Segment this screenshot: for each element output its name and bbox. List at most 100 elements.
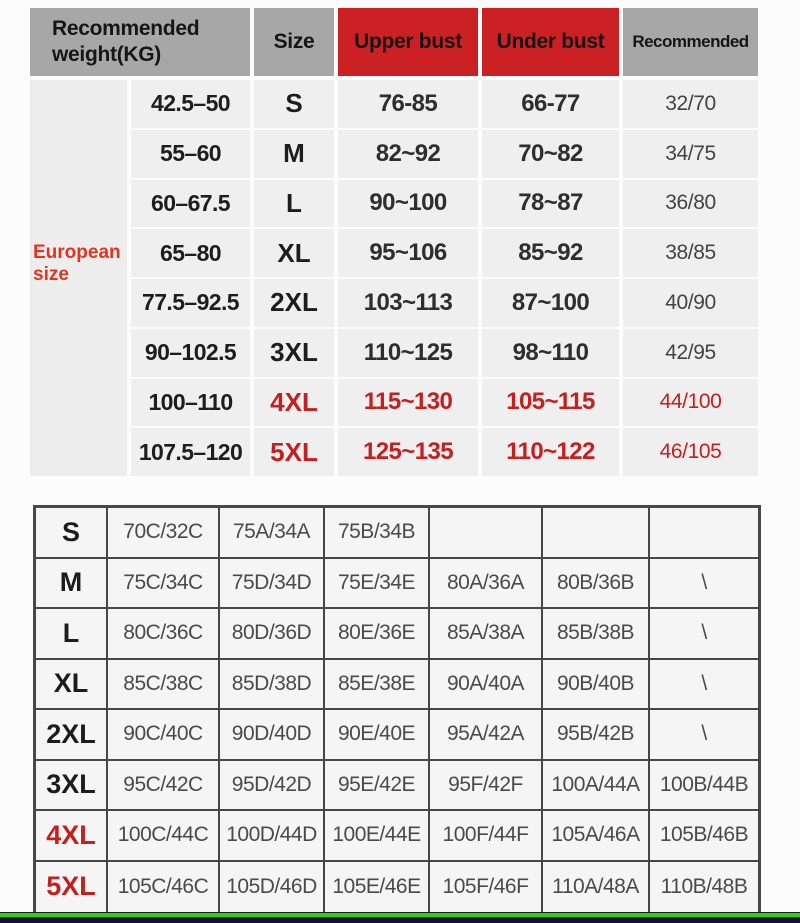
weight-cell: 77.5–92.5 <box>131 279 250 327</box>
upper-bust-cell: 103~113 <box>338 279 478 327</box>
european-size-label: European size <box>30 80 127 476</box>
upper-bust-cell: 115~130 <box>338 378 478 427</box>
cup-size-cell: 105B/46B <box>650 811 758 862</box>
footer-strip <box>0 912 800 923</box>
under-bust-cell: 66-77 <box>482 80 619 128</box>
cup-size-cell: 90E/40E <box>325 710 430 761</box>
under-bust-cell: 78~87 <box>482 179 619 228</box>
cup-size-cell: 85C/38C <box>108 659 220 710</box>
cup-size-cell: 75E/34E <box>325 558 430 609</box>
cup-size-cell: 105F/46F <box>430 861 543 912</box>
header-under-bust: Under bust <box>482 8 619 76</box>
weight-cell: 60–67.5 <box>131 179 250 228</box>
cup-size-cell: 75C/34C <box>108 558 220 609</box>
recommended-cell: 44/100 <box>623 378 758 427</box>
cup-size-cell: 100A/44A <box>543 760 650 811</box>
size-cell: 5XL <box>254 428 334 476</box>
thin-black-line <box>0 912 800 913</box>
header-upper-bust: Upper bust <box>338 8 478 76</box>
cup-size-cell: 100B/44B <box>650 761 758 811</box>
cup-size-cell: 85E/38E <box>325 659 430 710</box>
cup-size-cell: 110A/48A <box>543 861 650 912</box>
weight-cell: 100–110 <box>131 378 250 427</box>
recommended-cell: 42/95 <box>623 328 758 377</box>
recommended-cell: 32/70 <box>623 80 758 128</box>
cup-row-size-label: XL <box>36 659 108 710</box>
upper-bust-cell: 125~135 <box>338 428 478 476</box>
cup-size-cell: 95C/42C <box>108 760 220 811</box>
upper-bust-cell: 90~100 <box>338 179 478 228</box>
cup-size-cell: 90D/40D <box>220 710 325 761</box>
cup-size-cell: 80A/36A <box>430 558 543 609</box>
cup-row-size-label: M <box>36 558 108 609</box>
size-cell: XL <box>254 229 334 277</box>
size-cell: 2XL <box>254 279 334 327</box>
cup-size-cell: 80E/36E <box>325 609 430 660</box>
recommended-cell: 46/105 <box>623 428 758 476</box>
cup-size-cell: 85D/38D <box>220 659 325 710</box>
recommended-cell: 40/90 <box>623 279 758 327</box>
under-bust-cell: 110~122 <box>482 428 619 476</box>
upper-bust-cell: 95~106 <box>338 229 478 277</box>
dark-footer-bar <box>0 917 800 923</box>
under-bust-cell: 87~100 <box>482 279 619 327</box>
under-bust-cell: 70~82 <box>482 129 619 178</box>
cup-size-cell: 95B/42B <box>543 710 650 761</box>
weight-cell: 65–80 <box>131 229 250 277</box>
cup-row-size-label: 2XL <box>36 710 108 761</box>
cup-size-cell: 100E/44E <box>325 811 430 862</box>
cup-size-cell: 80D/36D <box>220 609 325 660</box>
cup-size-cell <box>430 508 543 559</box>
upper-bust-cell: 82~92 <box>338 129 478 178</box>
under-bust-cell: 98~110 <box>482 328 619 377</box>
cup-size-cell: 100D/44D <box>220 811 325 862</box>
cup-size-cell: 105E/46E <box>325 861 430 912</box>
cup-size-cell <box>543 508 650 559</box>
cup-size-cell <box>650 508 758 559</box>
cup-row-size-label: 5XL <box>36 861 108 912</box>
cup-row-size-label: S <box>36 508 108 559</box>
cup-size-cell: 100F/44F <box>430 811 543 862</box>
cup-size-cell: 90B/40B <box>543 659 650 710</box>
cup-size-cell: 80B/36B <box>543 558 650 609</box>
cup-size-cell: \ <box>650 609 758 660</box>
weight-cell: 55–60 <box>131 129 250 178</box>
under-bust-cell: 105~115 <box>482 378 619 427</box>
cup-size-cell: 70C/32C <box>108 508 220 559</box>
cup-size-cell: 100C/44C <box>108 811 220 862</box>
cup-size-cell: 105C/46C <box>108 861 220 912</box>
cup-row-size-label: 4XL <box>36 811 108 862</box>
upper-bust-cell: 110~125 <box>338 328 478 377</box>
recommended-cell: 34/75 <box>623 129 758 178</box>
cup-size-cell: 85B/38B <box>543 609 650 660</box>
cup-size-cell: 95A/42A <box>430 710 543 761</box>
cup-size-table: S 70C/32C 75A/34A 75B/34B M 75C/34C 75D/… <box>33 505 761 915</box>
size-cell: S <box>254 80 334 128</box>
size-cell: 4XL <box>254 378 334 427</box>
cup-size-cell: \ <box>650 710 758 761</box>
cup-row-size-label: 3XL <box>36 760 108 811</box>
recommended-cell: 36/80 <box>623 179 758 228</box>
cup-row-size-label: L <box>36 609 108 660</box>
header-recommended: Recommended <box>623 8 758 76</box>
cup-size-cell: \ <box>650 559 758 609</box>
weight-cell: 42.5–50 <box>131 80 250 128</box>
cup-size-cell: 85A/38A <box>430 609 543 660</box>
cup-size-cell: 95F/42F <box>430 760 543 811</box>
cup-size-cell: 95D/42D <box>220 760 325 811</box>
cup-size-cell: 90A/40A <box>430 659 543 710</box>
cup-size-cell: 75D/34D <box>220 558 325 609</box>
under-bust-cell: 85~92 <box>482 229 619 277</box>
size-chart-header-row: Recommended weight(KG) Size Upper bust U… <box>30 8 760 76</box>
cup-size-cell: 90C/40C <box>108 710 220 761</box>
size-cell: L <box>254 179 334 228</box>
cup-size-cell: \ <box>650 660 758 710</box>
cup-size-cell: 110B/48B <box>660 874 748 898</box>
cup-size-cell: 75A/34A <box>220 508 325 559</box>
size-cell: 3XL <box>254 328 334 377</box>
cup-size-cell: 95E/42E <box>325 760 430 811</box>
recommended-cell: 38/85 <box>623 229 758 277</box>
size-cell: M <box>254 129 334 178</box>
weight-cell: 90–102.5 <box>131 328 250 377</box>
